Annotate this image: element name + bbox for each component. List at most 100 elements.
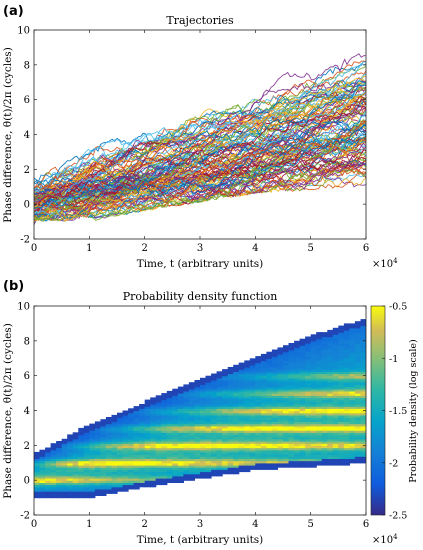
heatmap-cell bbox=[305, 449, 312, 453]
heatmap-cell bbox=[155, 471, 162, 475]
heatmap-cell bbox=[288, 345, 295, 348]
heatmap-cell bbox=[172, 401, 179, 405]
heatmap-cell bbox=[161, 475, 168, 479]
heatmap-cell bbox=[139, 475, 146, 479]
heatmap-cell bbox=[294, 375, 301, 379]
heatmap-cell bbox=[183, 397, 190, 401]
heatmap-cell bbox=[283, 388, 290, 392]
heatmap-cell bbox=[327, 454, 334, 457]
heatmap-cell bbox=[277, 427, 284, 431]
heatmap-cell bbox=[299, 449, 306, 453]
heatmap-cell bbox=[200, 395, 207, 399]
heatmap-cell bbox=[338, 327, 345, 331]
heatmap-cell bbox=[260, 464, 267, 468]
heatmap-cell bbox=[144, 478, 151, 481]
heatmap-cell bbox=[172, 449, 179, 453]
heatmap-cell bbox=[144, 480, 151, 483]
heatmap-cell bbox=[316, 419, 323, 422]
heatmap-cell bbox=[283, 397, 290, 401]
heatmap-cell bbox=[177, 462, 184, 466]
heatmap-cell bbox=[172, 434, 179, 438]
heatmap-cell bbox=[67, 478, 74, 481]
heatmap-cell bbox=[61, 478, 68, 481]
heatmap-cell bbox=[216, 414, 223, 418]
heatmap-cell bbox=[316, 410, 323, 414]
heatmap-cell bbox=[188, 478, 195, 481]
heatmap-cell bbox=[144, 432, 151, 436]
heatmap-cell bbox=[283, 449, 290, 453]
heatmap-cell bbox=[244, 410, 251, 414]
heatmap-cell bbox=[216, 462, 223, 466]
heatmap-cell bbox=[316, 401, 323, 405]
heatmap-cell bbox=[161, 480, 168, 483]
heatmap-cell bbox=[194, 462, 201, 466]
heatmap-cell bbox=[122, 445, 129, 449]
heatmap-cell bbox=[294, 458, 301, 462]
heatmap-cell bbox=[72, 475, 79, 479]
heatmap-cell bbox=[144, 458, 151, 462]
heatmap-cell bbox=[50, 478, 57, 481]
heatmap-cell bbox=[249, 362, 256, 366]
heatmap-cell bbox=[327, 347, 334, 351]
heatmap-cell bbox=[233, 443, 240, 446]
heatmap-cell bbox=[205, 464, 212, 468]
heatmap-cell bbox=[94, 434, 101, 438]
heatmap-cell bbox=[128, 480, 135, 483]
heatmap-cell bbox=[56, 486, 63, 490]
heatmap-cell bbox=[349, 329, 356, 333]
heatmap-cell bbox=[354, 375, 361, 379]
heatmap-cell bbox=[277, 445, 284, 449]
heatmap-cell bbox=[172, 414, 179, 418]
heatmap-cell bbox=[277, 369, 284, 372]
heatmap-cell bbox=[100, 456, 107, 459]
heatmap-cell bbox=[260, 460, 267, 464]
heatmap-cell bbox=[338, 443, 345, 446]
heatmap-cell bbox=[117, 451, 124, 455]
heatmap-cell bbox=[338, 345, 345, 348]
heatmap-cell bbox=[139, 412, 146, 416]
heatmap-cell bbox=[227, 434, 234, 438]
heatmap-cell bbox=[321, 353, 328, 357]
heatmap-cell bbox=[172, 438, 179, 442]
heatmap-cell bbox=[343, 454, 350, 457]
heatmap-cell bbox=[155, 438, 162, 442]
heatmap-cell bbox=[144, 443, 151, 446]
heatmap-cell bbox=[271, 367, 278, 370]
heatmap-cell bbox=[194, 427, 201, 431]
heatmap-cell bbox=[255, 464, 262, 468]
heatmap-cell bbox=[200, 471, 207, 475]
heatmap-cell bbox=[360, 338, 366, 342]
heatmap-cell bbox=[316, 395, 323, 399]
heatmap-cell bbox=[354, 382, 361, 385]
heatmap-cell bbox=[105, 419, 112, 422]
heatmap-cell bbox=[327, 377, 334, 381]
heatmap-cell bbox=[244, 367, 251, 370]
heatmap-cell bbox=[283, 395, 290, 399]
heatmap-cell bbox=[255, 380, 262, 383]
heatmap-cell bbox=[327, 384, 334, 388]
heatmap-cell bbox=[50, 473, 57, 477]
heatmap-cell bbox=[277, 377, 284, 381]
heatmap-cell bbox=[78, 478, 85, 481]
heatmap-cell bbox=[200, 406, 207, 409]
heatmap-cell bbox=[111, 438, 118, 442]
heatmap-cell bbox=[117, 421, 124, 425]
heatmap-cell bbox=[227, 380, 234, 383]
heatmap-cell bbox=[172, 412, 179, 416]
heatmap-cell bbox=[233, 364, 240, 368]
heatmap-cell bbox=[61, 460, 68, 464]
heatmap-cell bbox=[332, 369, 339, 372]
heatmap-cell bbox=[360, 430, 366, 433]
heatmap-cell bbox=[128, 438, 135, 442]
heatmap-cell bbox=[271, 445, 278, 449]
heatmap-cell bbox=[349, 334, 356, 338]
heatmap-cell bbox=[354, 349, 361, 353]
heatmap-cell bbox=[56, 480, 63, 483]
heatmap-cell bbox=[294, 360, 301, 364]
heatmap-cell bbox=[310, 362, 317, 366]
heatmap-cell bbox=[200, 382, 207, 385]
heatmap-cell bbox=[155, 427, 162, 431]
heatmap-cell bbox=[305, 380, 312, 383]
heatmap-cell bbox=[255, 360, 262, 364]
heatmap-cell bbox=[194, 447, 201, 451]
